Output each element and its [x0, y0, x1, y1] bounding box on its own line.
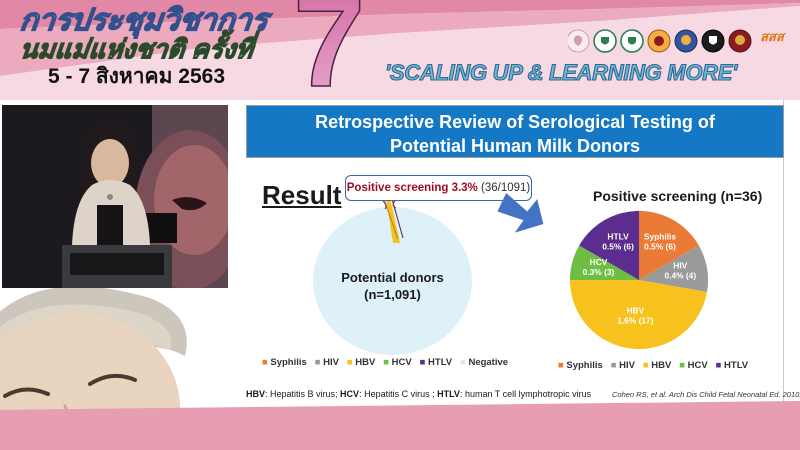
svg-text:0.5% (6): 0.5% (6) — [644, 241, 676, 251]
svg-text:1.6% (17): 1.6% (17) — [617, 315, 654, 325]
svg-text:Syphilis: Syphilis — [644, 232, 676, 242]
svg-text:0.4% (4): 0.4% (4) — [664, 271, 696, 281]
svg-text:HBV: HBV — [627, 306, 645, 316]
svg-text:HTLV: HTLV — [607, 232, 629, 242]
svg-text:HCV: HCV — [590, 257, 608, 267]
svg-text:0.5% (6): 0.5% (6) — [602, 241, 634, 251]
svg-text:HIV: HIV — [673, 261, 687, 271]
svg-text:7: 7 — [293, 0, 365, 100]
svg-text:0.3% (3): 0.3% (3) — [583, 267, 615, 277]
